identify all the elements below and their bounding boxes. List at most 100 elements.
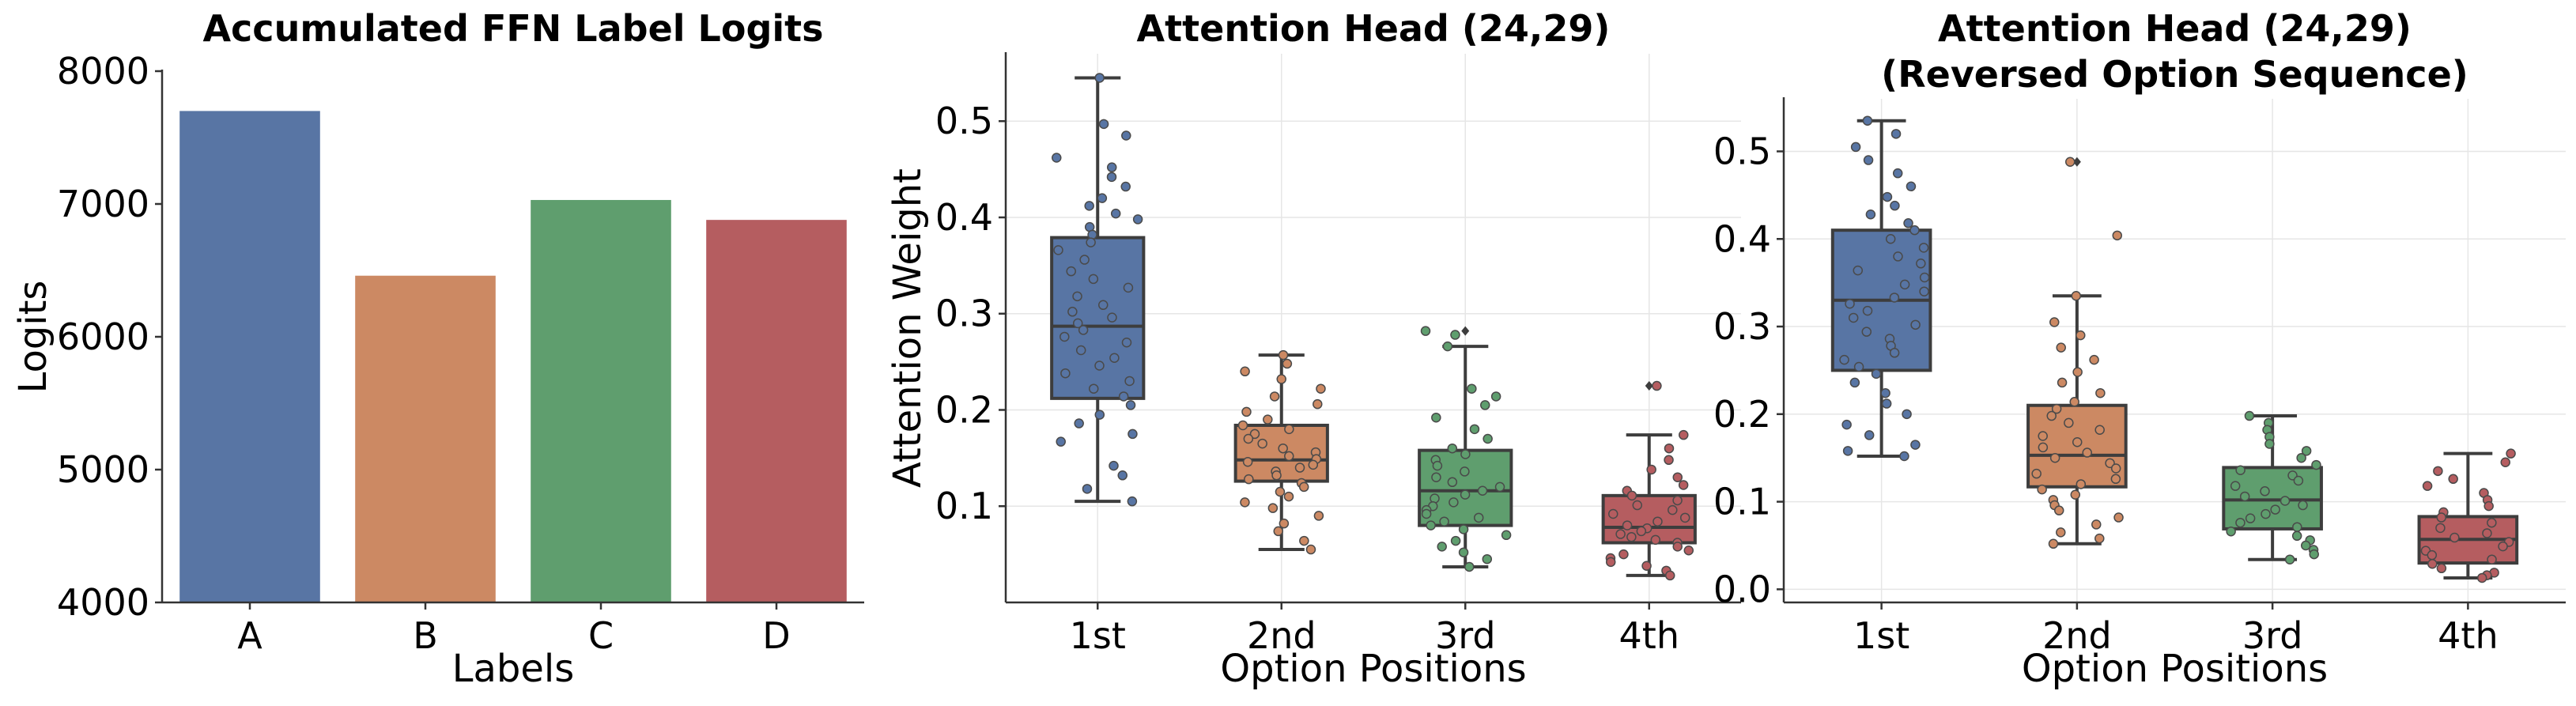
- x-axis-label: Option Positions: [2022, 647, 2328, 691]
- data-point: [1853, 361, 1864, 372]
- data-point: [1075, 345, 1086, 356]
- data-point: [2057, 377, 2068, 388]
- data-point: [1467, 383, 1477, 394]
- data-point: [1910, 440, 1921, 450]
- data-point: [2235, 465, 2246, 475]
- data-point: [1447, 443, 1458, 454]
- y-tick-label: 0.1: [1713, 481, 1771, 523]
- data-point: [1863, 155, 1874, 165]
- data-point: [1885, 234, 1896, 244]
- data-point: [2260, 486, 2270, 496]
- data-point: [2049, 317, 2060, 327]
- data-point: [1316, 383, 1326, 394]
- data-point: [1132, 214, 1143, 225]
- data-point: [1460, 489, 1471, 500]
- data-point: [1124, 376, 1135, 387]
- data-point: [1890, 200, 1900, 211]
- data-point: [1626, 531, 1637, 542]
- data-point: [1845, 298, 1855, 309]
- data-point: [1841, 419, 1852, 430]
- data-point: [1871, 368, 1882, 379]
- data-point: [2506, 448, 2516, 459]
- data-point: [2072, 367, 2083, 377]
- data-point: [1664, 443, 1675, 454]
- flier-marker: [1645, 381, 1653, 391]
- data-point: [2436, 512, 2446, 523]
- data-point: [1088, 274, 1099, 285]
- data-point: [2498, 541, 2508, 552]
- data-point: [1278, 443, 1288, 454]
- data-point: [1672, 472, 1683, 482]
- data-point: [1437, 542, 1447, 552]
- data-point: [1490, 391, 1501, 402]
- data-point: [1089, 383, 1099, 394]
- y-tick-label: 7000: [57, 183, 149, 225]
- data-point: [1284, 424, 1294, 435]
- data-point: [1899, 279, 1910, 290]
- y-tick-label: 0.5: [935, 100, 993, 142]
- data-point: [1426, 520, 1436, 530]
- x-tick-label: 1st: [1070, 614, 1126, 657]
- data-point: [2091, 519, 2102, 530]
- data-point: [2051, 403, 2062, 414]
- data-point: [2226, 527, 2236, 537]
- y-tick-label: 0.0: [1713, 568, 1771, 610]
- data-point: [2500, 457, 2510, 467]
- data-point: [2110, 474, 2121, 485]
- bar-chart-panel: 4000 5000 6000 7000 8000 A B C D Labels Logits Accu…: [11, 7, 864, 691]
- data-point: [1672, 542, 1683, 552]
- data-point: [1118, 391, 1129, 402]
- data-point: [1889, 348, 1900, 358]
- data-point: [2270, 504, 2280, 515]
- data-point: [1850, 142, 1861, 153]
- data-point: [2309, 549, 2319, 560]
- data-point: [2261, 508, 2271, 519]
- data-point: [1494, 481, 1505, 493]
- data-point: [1605, 557, 1616, 568]
- y-tick-label: 0.4: [1713, 217, 1771, 260]
- data-point: [1123, 282, 1134, 293]
- data-point: [1117, 470, 1127, 481]
- data-point: [1282, 358, 1293, 369]
- data-point: [1678, 480, 1689, 490]
- data-point: [1097, 300, 1109, 311]
- data-point: [1094, 361, 1105, 371]
- data-point: [1842, 446, 1853, 456]
- y-tick-label: 0.4: [935, 196, 993, 239]
- data-point: [1458, 524, 1469, 534]
- data-point: [2482, 528, 2492, 538]
- data-point: [2292, 522, 2302, 532]
- data-point: [1240, 366, 1250, 377]
- y-axis-label: Attention Weight: [886, 168, 930, 488]
- data-point: [1909, 225, 1920, 236]
- data-point: [2076, 330, 2086, 341]
- data-point: [1679, 429, 1689, 440]
- data-point: [2296, 452, 2306, 463]
- data-point: [2037, 484, 2047, 495]
- data-point: [2433, 466, 2443, 477]
- data-point: [2064, 417, 2074, 429]
- x-tick-label: 3rd: [2242, 614, 2303, 657]
- data-point: [1906, 181, 1917, 192]
- data-point: [2427, 559, 2438, 569]
- data-point: [2071, 291, 2082, 301]
- data-point: [1249, 429, 1260, 440]
- data-point: [1615, 529, 1626, 539]
- x-tick-label: B: [413, 614, 438, 657]
- data-point: [1072, 318, 1083, 329]
- data-point: [2476, 572, 2487, 583]
- data-point: [2064, 157, 2076, 168]
- x-tick-label: A: [237, 614, 263, 657]
- data-point: [1902, 409, 1912, 420]
- data-point: [1432, 460, 1443, 471]
- y-tick-label: 0.3: [1713, 305, 1771, 348]
- data-point: [1420, 326, 1431, 336]
- data-point: [2038, 431, 2048, 441]
- data-point: [2110, 463, 2121, 474]
- data-point: [1098, 119, 1109, 130]
- data-point: [2056, 342, 2066, 353]
- data-point: [1240, 497, 1250, 508]
- data-point: [2049, 452, 2060, 463]
- box-plot-panel: 0.1 0.2 0.3 0.4 0.5 1st 2nd 3rd 4th Option Positi…: [886, 7, 1741, 691]
- x-tick-label: 4th: [1619, 614, 1679, 657]
